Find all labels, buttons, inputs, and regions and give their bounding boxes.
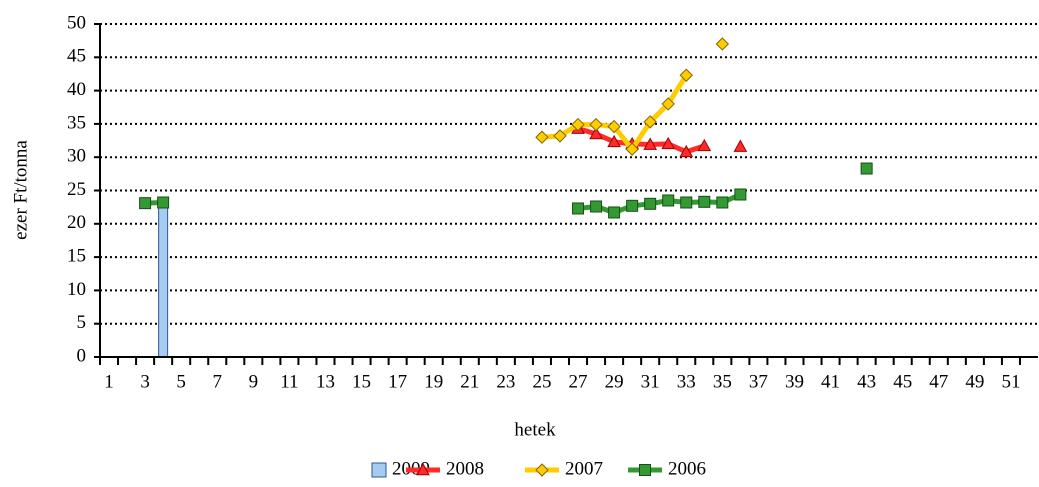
marker (626, 199, 639, 212)
x-tick-label: 35 (713, 371, 732, 392)
marker (661, 136, 676, 150)
x-tick-label: 1 (104, 371, 114, 392)
marker (715, 37, 730, 51)
x-tick-label: 23 (496, 371, 515, 392)
marker (608, 206, 621, 219)
legend-label: 2007 (565, 458, 603, 479)
x-tick-label: 47 (929, 371, 948, 392)
marker (139, 197, 152, 210)
marker (662, 194, 675, 207)
marker (716, 196, 729, 209)
marker (607, 134, 621, 148)
marker (860, 162, 873, 175)
legend-label: 2008 (446, 458, 484, 479)
marker (680, 196, 693, 209)
y-tick-label: 5 (77, 312, 87, 333)
legend-item: 2008 (406, 458, 484, 479)
legend-label: 2006 (668, 458, 706, 479)
marker (644, 197, 657, 210)
series-line (578, 129, 740, 152)
legend-item: 2006 (628, 458, 706, 479)
marker (571, 117, 585, 132)
marker (698, 195, 711, 208)
marker (661, 97, 675, 111)
x-tick-label: 21 (460, 371, 479, 392)
legend-item: 2007 (525, 458, 603, 479)
x-tick-label: 49 (965, 371, 984, 392)
y-tick-label: 25 (67, 179, 86, 200)
bar (158, 203, 169, 358)
x-tick-label: 15 (352, 371, 371, 392)
y-tick-label: 20 (67, 212, 86, 233)
y-tick-label: 45 (67, 46, 86, 67)
x-tick-label: 43 (857, 371, 876, 392)
marker (607, 119, 621, 134)
marker (535, 130, 549, 144)
marker (553, 129, 567, 143)
marker (733, 139, 748, 152)
legend-swatch (371, 462, 387, 478)
marker (679, 68, 693, 82)
x-tick-label: 7 (213, 371, 223, 392)
marker (679, 144, 694, 158)
x-tick-label: 17 (388, 371, 407, 392)
x-tick-label: 11 (280, 371, 298, 392)
y-tick-label: 0 (77, 345, 87, 366)
x-tick-label: 5 (176, 371, 186, 392)
y-tick-label: 35 (67, 112, 86, 133)
series-line (542, 44, 722, 149)
legend-marker (535, 463, 549, 477)
marker (697, 138, 712, 152)
x-tick-label: 51 (1001, 371, 1020, 392)
x-tick-label: 33 (677, 371, 696, 392)
marker (625, 142, 639, 156)
x-tick-label: 3 (140, 371, 150, 392)
x-tick-label: 31 (641, 371, 660, 392)
marker (643, 137, 658, 150)
marker (589, 126, 603, 140)
x-tick-label: 39 (785, 371, 804, 392)
x-tick-label: 41 (821, 371, 840, 392)
marker (590, 200, 603, 213)
y-tick-label: 40 (67, 79, 86, 100)
x-tick-label: 13 (316, 371, 335, 392)
marker (157, 196, 170, 209)
legend-marker (416, 462, 430, 476)
legend-marker (639, 464, 651, 476)
marker (734, 188, 747, 201)
x-tick-label: 19 (424, 371, 443, 392)
y-tick-label: 30 (67, 146, 86, 167)
marker (572, 202, 585, 215)
y-tick-label: 50 (67, 12, 86, 33)
x-tick-label: 27 (569, 371, 588, 392)
x-tick-label: 29 (605, 371, 624, 392)
x-axis-label: hetek (514, 419, 556, 440)
marker (643, 115, 657, 129)
y-tick-label: 10 (67, 279, 86, 300)
y-tick-label: 15 (67, 245, 86, 266)
x-tick-label: 37 (749, 371, 768, 392)
y-axis-label: ezer Ft/tonna (10, 140, 31, 240)
x-tick-label: 9 (249, 371, 259, 392)
x-tick-label: 45 (893, 371, 912, 392)
x-tick-label: 25 (532, 371, 551, 392)
marker (589, 117, 603, 132)
